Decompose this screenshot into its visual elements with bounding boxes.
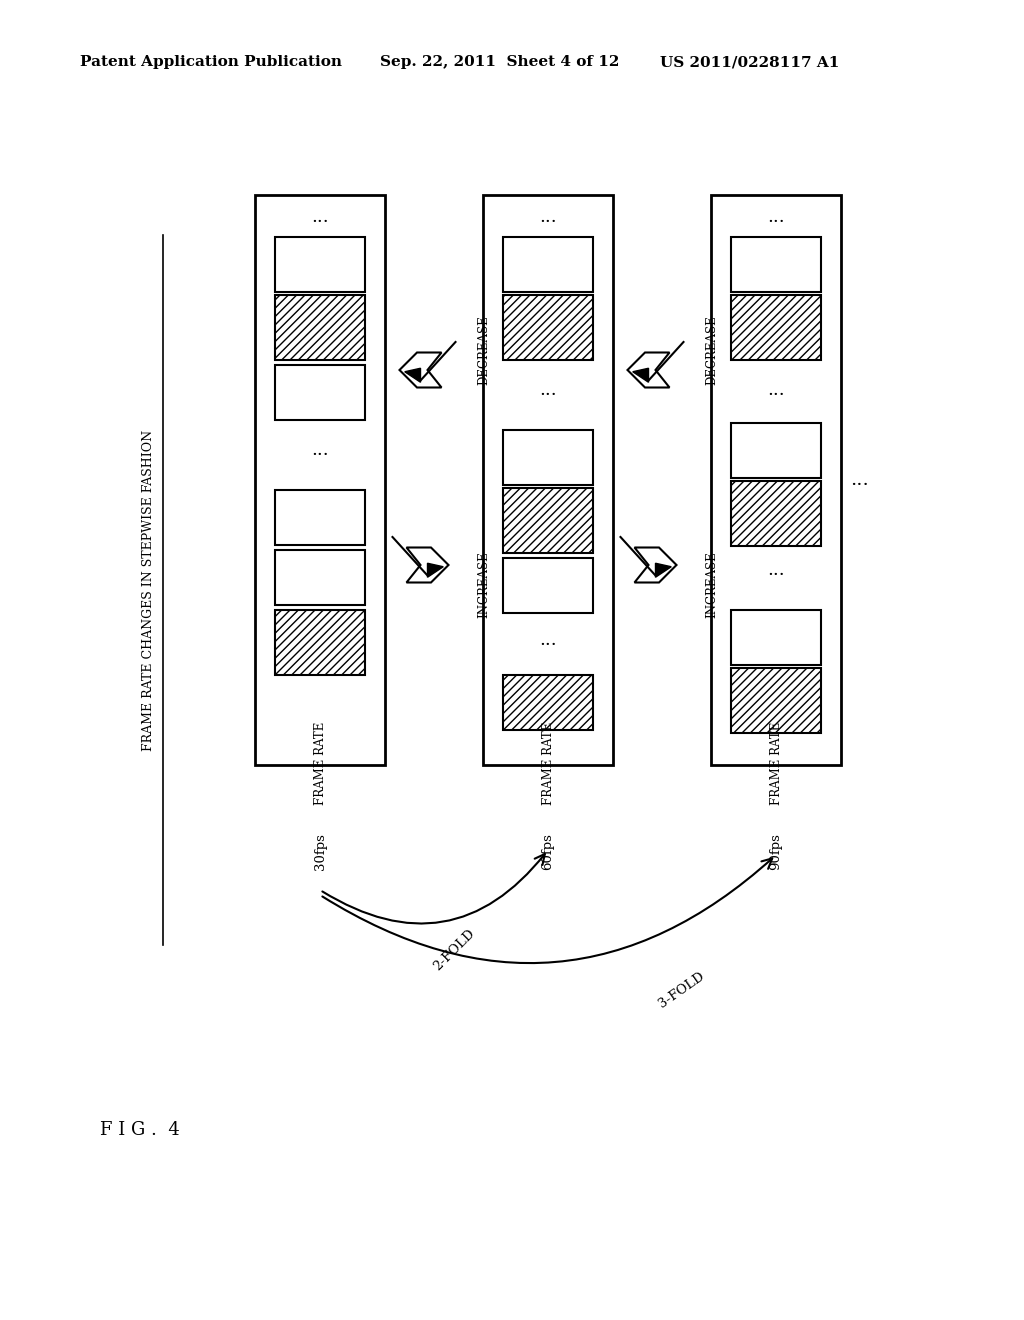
Bar	[275, 366, 365, 420]
Text: ...: ...	[311, 441, 329, 459]
Text: FRAME RATE: FRAME RATE	[542, 722, 555, 805]
Text: ...: ...	[540, 381, 557, 399]
FancyArrowPatch shape	[323, 854, 545, 924]
Bar	[275, 610, 365, 675]
Bar	[503, 238, 593, 292]
Text: Sep. 22, 2011  Sheet 4 of 12: Sep. 22, 2011 Sheet 4 of 12	[380, 55, 620, 69]
Text: ...: ...	[767, 561, 784, 579]
Bar	[731, 480, 821, 546]
Bar	[275, 238, 365, 292]
Bar	[503, 488, 593, 553]
Text: INCREASE: INCREASE	[477, 552, 490, 618]
Text: DECREASE: DECREASE	[706, 315, 719, 385]
Text: 90fps: 90fps	[769, 833, 782, 870]
Bar	[275, 490, 365, 545]
Bar	[275, 294, 365, 360]
Text: ...: ...	[540, 209, 557, 226]
Text: 3-FOLD: 3-FOLD	[656, 970, 708, 1010]
Text: FRAME RATE CHANGES IN STEPWISE FASHION: FRAME RATE CHANGES IN STEPWISE FASHION	[141, 429, 155, 751]
Text: INCREASE: INCREASE	[706, 552, 719, 618]
Bar	[731, 668, 821, 733]
Polygon shape	[404, 368, 421, 383]
Text: ...: ...	[851, 471, 869, 488]
Bar	[731, 422, 821, 478]
Text: 60fps: 60fps	[542, 833, 555, 870]
Bar	[503, 294, 593, 360]
Text: 30fps: 30fps	[313, 833, 327, 870]
Polygon shape	[427, 564, 443, 577]
Polygon shape	[635, 548, 677, 582]
Bar	[255, 195, 385, 766]
Text: Patent Application Publication: Patent Application Publication	[80, 55, 342, 69]
Bar	[503, 430, 593, 484]
Bar	[731, 294, 821, 360]
FancyArrowPatch shape	[323, 858, 772, 964]
Text: 2-FOLD: 2-FOLD	[431, 927, 477, 973]
Text: DECREASE: DECREASE	[477, 315, 490, 385]
Text: ...: ...	[311, 209, 329, 226]
Text: ...: ...	[540, 631, 557, 649]
Bar	[711, 195, 841, 766]
Text: FRAME RATE: FRAME RATE	[313, 722, 327, 805]
Bar	[503, 675, 593, 730]
Text: US 2011/0228117 A1: US 2011/0228117 A1	[660, 55, 840, 69]
Bar	[503, 558, 593, 612]
Text: ...: ...	[767, 381, 784, 399]
Bar	[275, 550, 365, 605]
Text: F I G .  4: F I G . 4	[100, 1121, 180, 1139]
Text: ...: ...	[767, 209, 784, 226]
Bar	[483, 195, 613, 766]
Polygon shape	[628, 352, 670, 388]
Polygon shape	[407, 548, 449, 582]
Text: FRAME RATE: FRAME RATE	[769, 722, 782, 805]
Bar	[731, 610, 821, 665]
Polygon shape	[399, 352, 441, 388]
Polygon shape	[633, 368, 648, 383]
Bar	[731, 238, 821, 292]
Polygon shape	[655, 564, 672, 577]
